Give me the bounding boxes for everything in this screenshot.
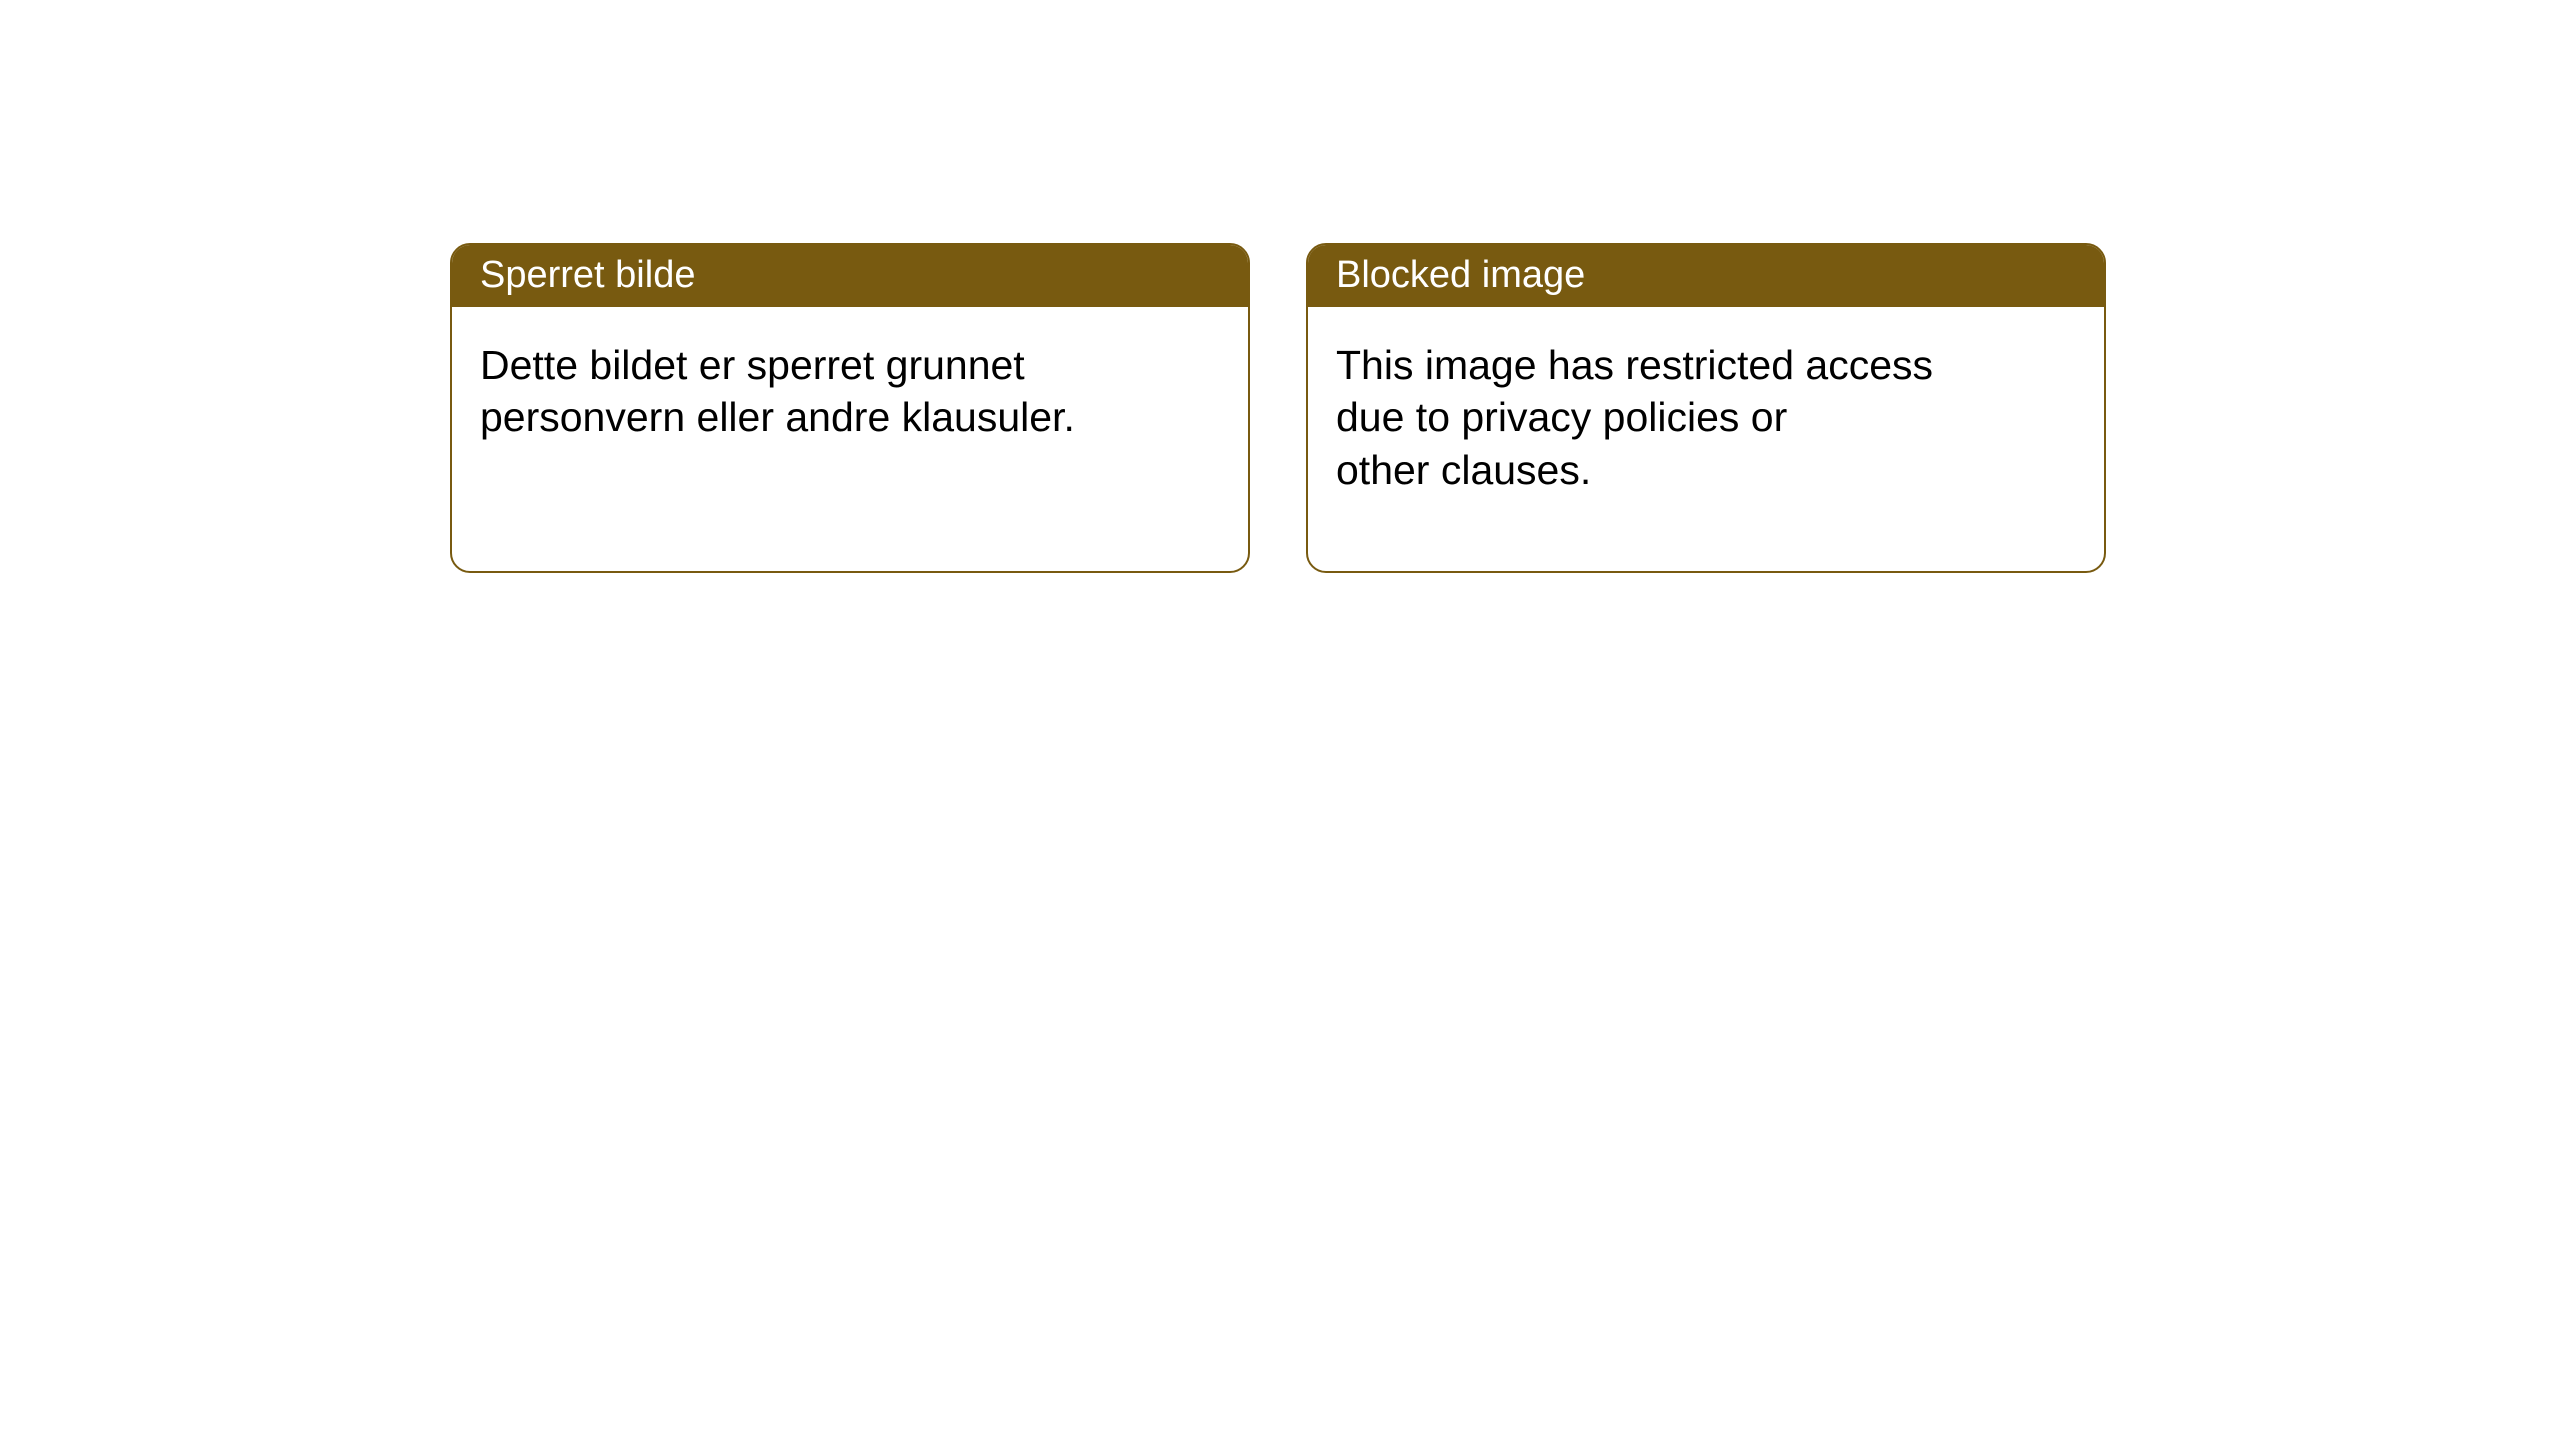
card-body: Dette bildet er sperret grunnet personve… <box>452 307 1248 476</box>
card-header: Sperret bilde <box>452 245 1248 307</box>
notice-container: Sperret bilde Dette bildet er sperret gr… <box>0 0 2560 573</box>
notice-card-norwegian: Sperret bilde Dette bildet er sperret gr… <box>450 243 1250 573</box>
card-header: Blocked image <box>1308 245 2104 307</box>
card-body: This image has restricted access due to … <box>1308 307 2104 528</box>
notice-card-english: Blocked image This image has restricted … <box>1306 243 2106 573</box>
